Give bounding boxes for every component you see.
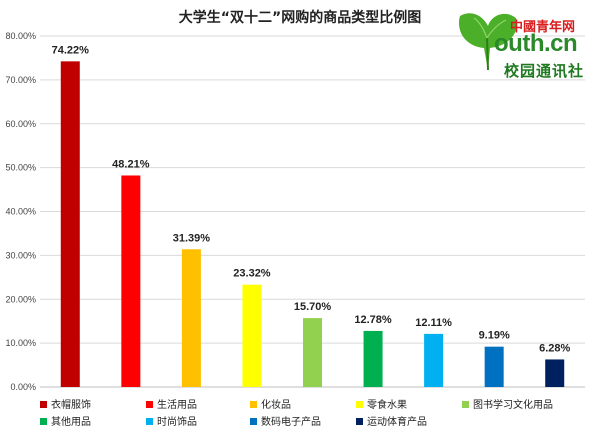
legend-swatch [40,418,47,425]
bar [363,330,383,387]
data-label: 48.21% [112,158,150,170]
bar [60,61,80,388]
y-tick-label: 70.00% [5,75,36,85]
legend-swatch [146,418,153,425]
youth-cn-logo: 中國青年网 outh.cn 校园通讯社 [454,6,594,82]
data-label: 31.39% [173,232,211,244]
legend-label: 运动体育产品 [367,415,427,428]
bar [181,249,201,387]
legend-label: 时尚饰品 [157,415,197,428]
y-tick-label: 10.00% [5,338,36,348]
data-label: 12.78% [354,314,392,326]
logo-text-domain: outh.cn [494,30,578,57]
legend-label: 衣帽服饰 [51,398,91,411]
data-label: 9.19% [479,330,510,342]
bar [545,359,565,387]
legend-swatch [356,401,363,408]
data-label: 12.11% [415,317,452,329]
chart-title: 大学生“双十二”网购的商品类型比例图 [179,9,421,26]
legend-label: 零食水果 [367,398,407,411]
bar [242,284,262,387]
data-label: 15.70% [294,301,332,313]
bar [484,346,504,387]
bar [121,175,141,387]
legend-label: 化妆品 [261,398,291,411]
legend-swatch [40,401,47,408]
legend-label: 图书学习文化用品 [473,398,553,411]
legend-swatch [250,418,257,425]
legend-label: 数码电子产品 [261,415,321,428]
logo-text-top: 中國青年网 [510,20,576,35]
data-label: 6.28% [539,342,570,354]
y-tick-label: 50.00% [5,163,36,173]
y-tick-label: 60.00% [5,119,36,129]
bar [424,333,444,387]
bar [303,318,322,387]
y-tick-label: 20.00% [5,294,36,304]
legend-label: 其他用品 [51,415,91,428]
y-tick-label: 80.00% [5,31,36,41]
legend-swatch [146,401,153,408]
legend-swatch [250,401,257,408]
y-tick-label: 30.00% [5,250,36,260]
data-labels: 74.22% 48.21% 31.39% 23.32% 15.70% 12.78% 12.1… [52,44,571,354]
logo-text-bottom: 校园通讯社 [504,62,585,80]
ginkgo-leaf-icon [459,13,517,71]
y-axis-ticks: 0.00% 10.00% 20.00% 30.00% 40.00% 50.00% 60.00… [5,31,36,392]
data-label: 23.32% [233,268,271,280]
legend-label: 生活用品 [157,398,197,411]
data-label: 74.22% [52,44,90,56]
y-tick-label: 0.00% [10,382,36,392]
y-tick-label: 40.00% [5,207,36,217]
legend-swatch [462,401,469,408]
legend-swatch [356,418,363,425]
bars [60,61,565,388]
